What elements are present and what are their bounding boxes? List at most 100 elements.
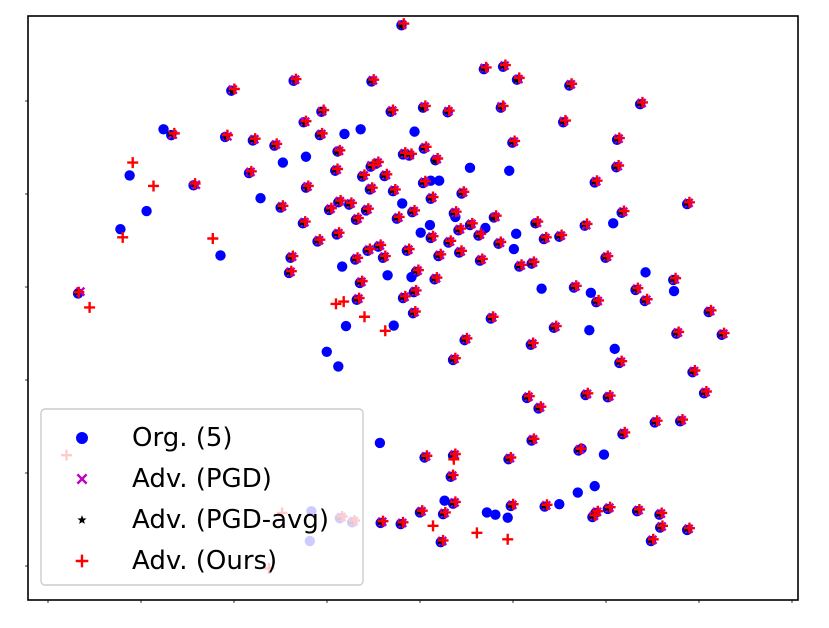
org-point xyxy=(433,175,445,186)
ours-point xyxy=(127,157,139,169)
ours-point xyxy=(677,414,688,426)
ours-point xyxy=(461,332,473,344)
ours-point xyxy=(502,533,514,545)
ours-point xyxy=(656,507,668,519)
org-point xyxy=(554,499,565,510)
ours-point xyxy=(358,311,370,323)
org-point xyxy=(640,267,651,278)
org-point xyxy=(141,205,152,217)
ours-point xyxy=(435,248,447,260)
org-point xyxy=(300,151,312,162)
ours-point xyxy=(245,165,257,177)
legend-marker-org xyxy=(76,432,88,444)
ours-point xyxy=(362,203,374,215)
org-point xyxy=(397,198,408,209)
legend-label-pgd: Adv. (PGD) xyxy=(132,464,272,494)
ours-point xyxy=(458,186,470,198)
ours-point xyxy=(377,515,389,527)
org-point xyxy=(490,509,501,520)
ours-point xyxy=(397,516,409,528)
ours-point xyxy=(356,275,368,287)
ours-point xyxy=(221,129,233,141)
ours-point xyxy=(333,227,345,239)
ours-point xyxy=(475,228,487,240)
ours-point xyxy=(593,294,605,306)
org-point xyxy=(215,250,226,261)
ours-point xyxy=(300,115,312,127)
org-point xyxy=(609,343,620,355)
ours-point xyxy=(700,386,712,398)
ours-point xyxy=(316,127,328,139)
org-point xyxy=(439,495,450,506)
ours-point xyxy=(379,250,391,262)
ours-point xyxy=(439,506,451,518)
ours-point xyxy=(372,156,384,168)
ours-point xyxy=(366,182,378,194)
org-point xyxy=(585,287,597,299)
org-point xyxy=(115,223,126,235)
ours-point xyxy=(314,234,326,246)
ours-point xyxy=(497,100,509,112)
ours-point xyxy=(389,183,401,195)
ours-point xyxy=(527,337,539,349)
ours-point xyxy=(271,138,283,150)
ours-point xyxy=(556,229,568,241)
ours-point xyxy=(683,522,695,534)
ours-point xyxy=(466,217,478,229)
ours-point xyxy=(632,282,644,294)
ours-point xyxy=(449,496,461,508)
ours-point xyxy=(582,387,594,399)
ours-point xyxy=(528,256,540,268)
pgd-avg-point xyxy=(302,184,311,192)
plot-frame xyxy=(27,15,799,601)
ours-point xyxy=(403,243,415,255)
org-point xyxy=(409,126,420,137)
ours-point xyxy=(368,74,380,86)
ours-point xyxy=(499,59,511,71)
ours-point xyxy=(602,250,614,262)
ours-point xyxy=(604,501,616,513)
ours-point xyxy=(285,265,297,277)
legend-label-org: Org. (5) xyxy=(132,423,233,453)
ours-point xyxy=(618,205,630,217)
ours-point xyxy=(633,503,645,515)
ours-point xyxy=(338,296,350,308)
ours-point xyxy=(540,231,552,243)
ours-point xyxy=(683,196,695,208)
org-point xyxy=(382,270,393,281)
ours-point xyxy=(651,415,663,427)
ours-point xyxy=(613,132,625,144)
ours-point xyxy=(427,520,439,532)
ours-point xyxy=(207,233,219,245)
ours-point xyxy=(335,195,347,207)
ours-point xyxy=(604,390,616,402)
org-point xyxy=(608,218,619,229)
ours-point xyxy=(705,304,717,316)
ours-point xyxy=(471,527,483,539)
ours-point xyxy=(334,144,346,156)
ours-point xyxy=(84,301,96,313)
org-point xyxy=(277,157,289,168)
org-point xyxy=(589,480,600,492)
pgd-avg-point xyxy=(228,87,237,95)
ours-point xyxy=(550,320,562,332)
ours-point xyxy=(290,73,302,85)
ours-point xyxy=(409,306,421,318)
ours-point xyxy=(352,212,364,224)
org-point xyxy=(374,437,386,449)
ours-point xyxy=(412,264,424,276)
ours-point xyxy=(427,230,439,242)
ours-point xyxy=(330,298,342,310)
ours-point xyxy=(449,448,461,460)
ours-point xyxy=(535,401,547,413)
org-point xyxy=(668,285,680,297)
legend-marker-ours xyxy=(75,554,89,568)
pgd-avg-point xyxy=(512,76,521,84)
ours-point xyxy=(419,175,431,187)
ours-point xyxy=(352,252,364,264)
pgd-avg-point xyxy=(489,213,498,222)
ours-point xyxy=(636,96,648,108)
ours-point xyxy=(445,235,457,247)
legend-box xyxy=(40,408,364,586)
ours-point xyxy=(448,453,460,465)
